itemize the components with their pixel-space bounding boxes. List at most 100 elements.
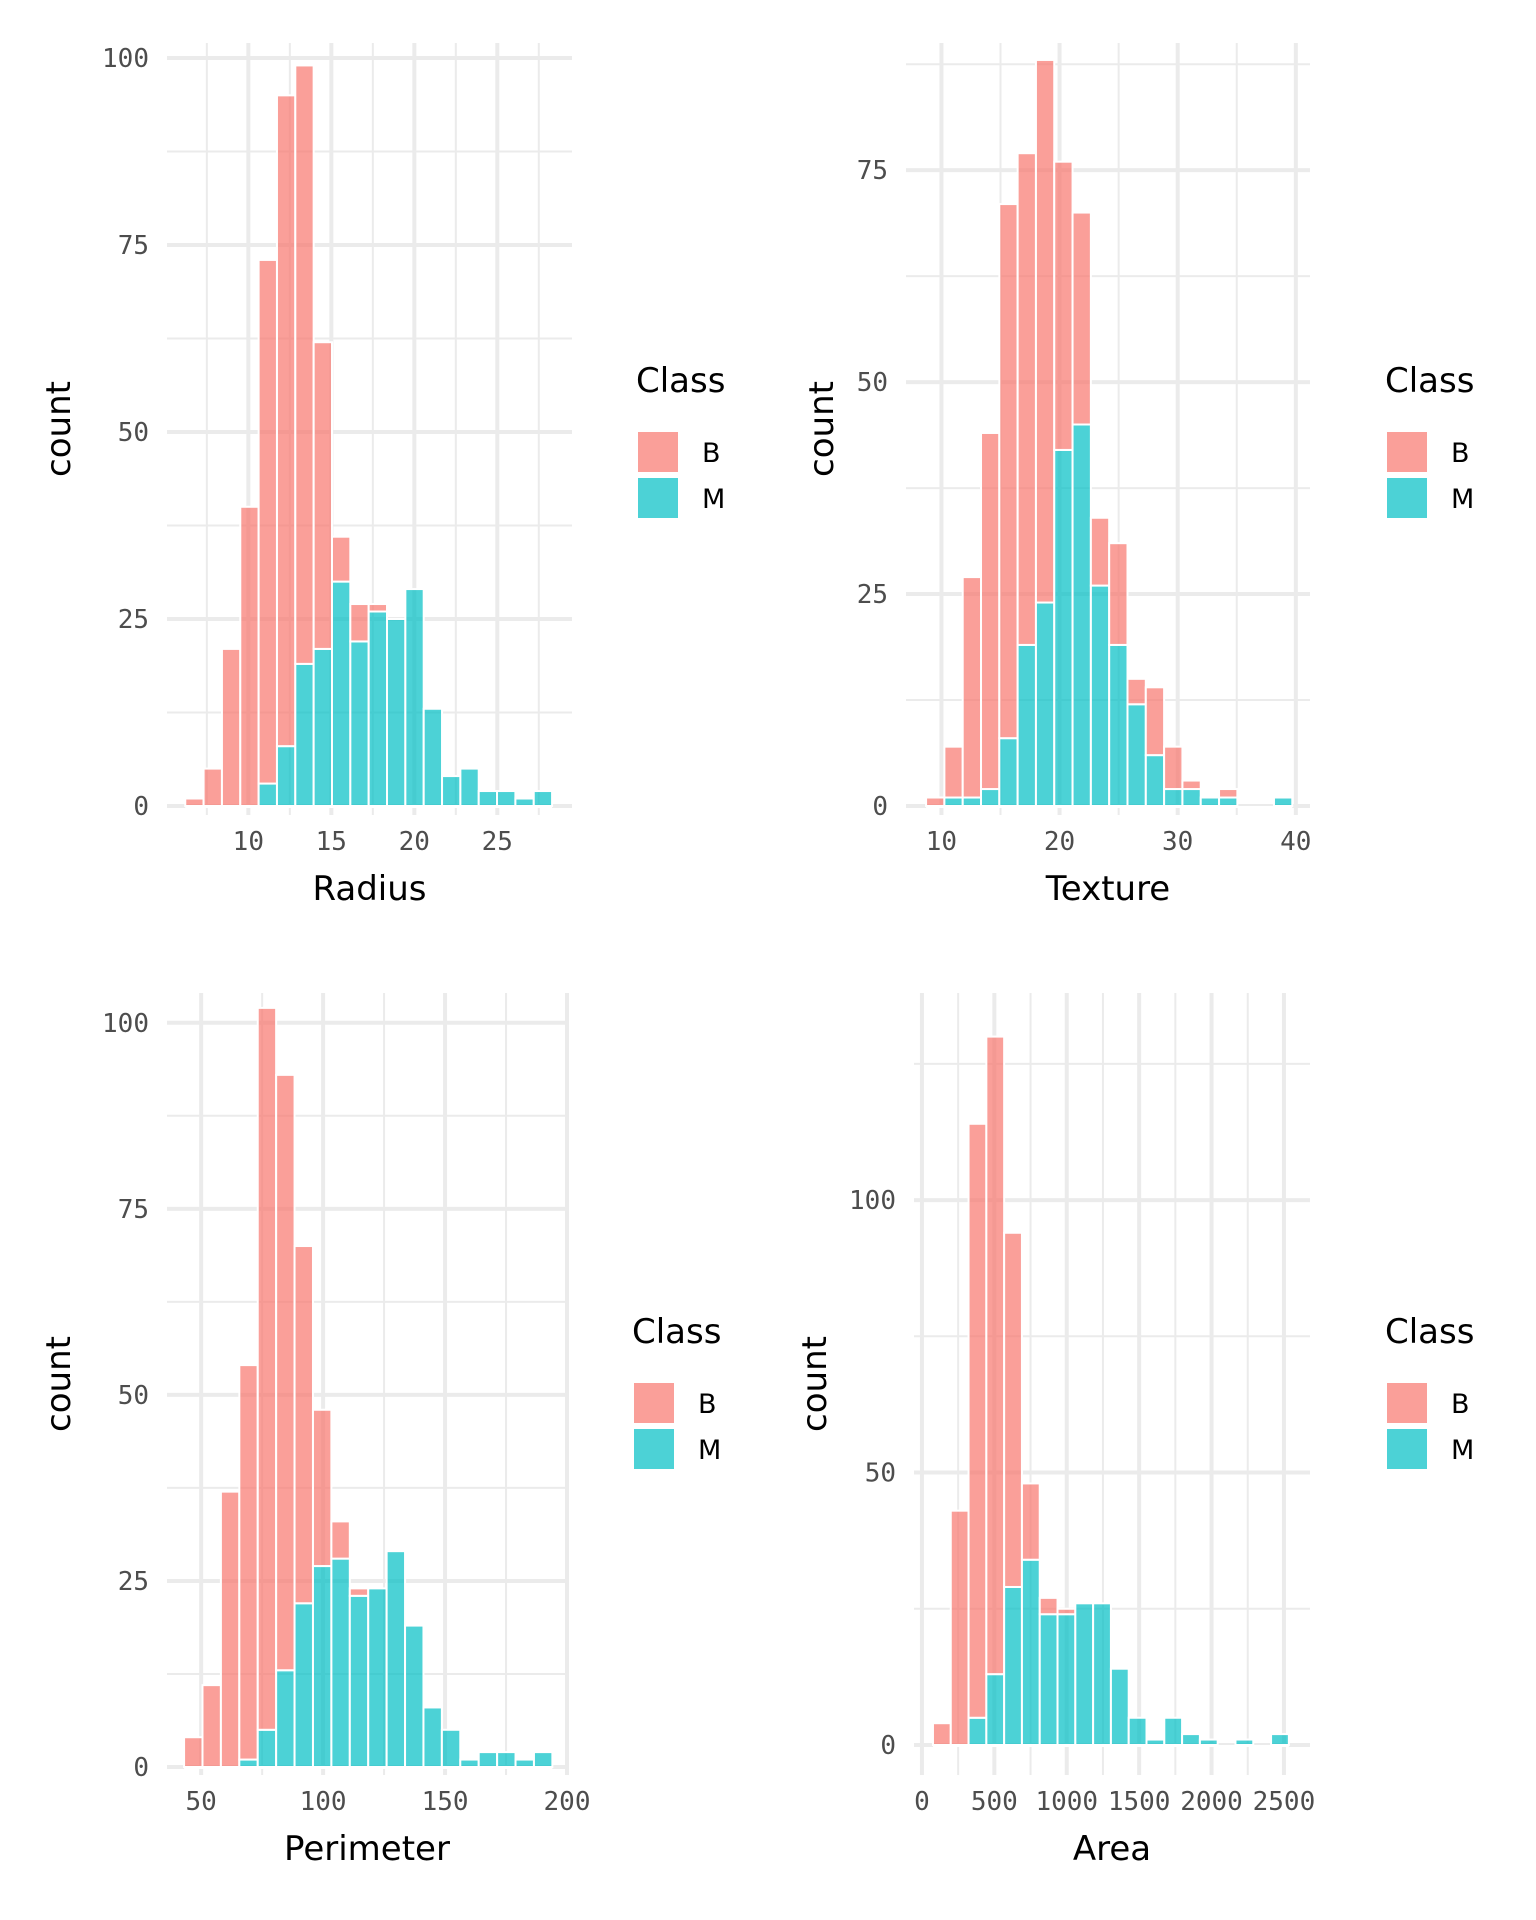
y-tick-label: 25	[857, 580, 888, 610]
bar-b	[949, 1509, 970, 1746]
bar-b	[1020, 1482, 1041, 1561]
x-tick-label: 500	[971, 1787, 1018, 1817]
x-tick-label: 25	[482, 827, 513, 857]
bar-m	[294, 662, 315, 808]
legend-label-b: B	[1451, 438, 1470, 469]
y-tick-label: 25	[118, 1567, 149, 1597]
bar-m	[1092, 1602, 1112, 1746]
y-axis-title: count	[802, 381, 842, 477]
bar-m	[459, 1758, 480, 1769]
bar-m	[1074, 1602, 1095, 1746]
bar-m	[404, 588, 425, 807]
bar-m	[348, 1594, 370, 1768]
x-tick-label: 15	[316, 827, 347, 857]
bar-b	[275, 94, 297, 748]
x-tick-label: 40	[1280, 827, 1311, 857]
bars	[184, 64, 554, 808]
legend-swatch-b	[1387, 1383, 1427, 1423]
bar-b	[961, 576, 983, 799]
legend-label-m: M	[702, 484, 725, 515]
bar-m	[1109, 1667, 1130, 1747]
x-tick-label: 1500	[1108, 1787, 1171, 1817]
legend-title: Class	[1385, 361, 1474, 401]
y-tick-label: 50	[857, 368, 888, 398]
bar-b	[1016, 152, 1037, 646]
bar-m	[1053, 448, 1074, 807]
bar-m	[998, 737, 1019, 808]
bar-b	[1038, 1596, 1059, 1616]
legend: Class BM	[636, 361, 725, 518]
bar-m	[1126, 703, 1147, 807]
bar-m	[514, 797, 535, 807]
bar-m	[1038, 1613, 1059, 1747]
bar-b	[1056, 1607, 1077, 1616]
legend: Class BM	[1385, 1312, 1474, 1469]
bar-b	[1034, 58, 1056, 604]
bar-m	[980, 788, 1001, 807]
bar-m	[1003, 1585, 1023, 1747]
legend-swatch-m	[1387, 1429, 1427, 1469]
x-tick-label: 20	[399, 827, 430, 857]
x-tick-label: 2500	[1253, 1787, 1316, 1817]
y-tick-label: 0	[880, 1731, 896, 1761]
bar-m	[330, 580, 352, 808]
bar-m	[1108, 643, 1129, 808]
x-tick-label: 50	[185, 1787, 216, 1817]
bar-m	[1270, 1733, 1290, 1746]
x-tick-label: 10	[926, 827, 957, 857]
tick-labels: 50 100 150 200 0 25 50 75 100	[102, 1009, 590, 1817]
bar-m	[1163, 1716, 1184, 1747]
y-axis-title: count	[39, 381, 79, 477]
x-tick-label: 1000	[1035, 1787, 1098, 1817]
legend-swatch-m	[638, 478, 678, 518]
bar-m	[1145, 1738, 1166, 1747]
y-tick-label: 75	[857, 156, 888, 186]
bar-b	[1053, 160, 1074, 451]
bar-m	[1016, 643, 1037, 808]
x-axis-title: Radius	[312, 869, 426, 909]
panel-texture: 10 20 30 40 0 25 50 75 Texture count Class BM	[802, 43, 1474, 909]
bar-b	[349, 603, 370, 643]
bar-m	[1234, 1738, 1255, 1747]
bar-b	[931, 1722, 952, 1746]
bar-m	[459, 767, 480, 807]
bar-m	[256, 1728, 278, 1768]
bar-b	[219, 1490, 241, 1769]
x-tick-label: 150	[422, 1787, 469, 1817]
legend-label-m: M	[1451, 1435, 1474, 1466]
bar-b	[967, 1122, 988, 1719]
bar-m	[1198, 1738, 1219, 1747]
y-tick-label: 50	[118, 1381, 149, 1411]
bar-b	[330, 1520, 351, 1560]
y-tick-label: 50	[865, 1459, 896, 1489]
legend-swatch-m	[1387, 478, 1427, 518]
bar-m	[477, 1751, 499, 1768]
bar-b	[1071, 211, 1092, 426]
bar-b	[1144, 686, 1166, 757]
bar-m	[1272, 796, 1294, 807]
legend: Class BM	[632, 1312, 721, 1469]
bar-m	[496, 790, 517, 808]
bar-b	[998, 203, 1019, 740]
bar-m	[961, 796, 983, 807]
y-tick-label: 100	[102, 44, 149, 74]
bar-m	[477, 790, 499, 808]
bars	[931, 1035, 1290, 1747]
bar-m	[1056, 1613, 1077, 1747]
x-tick-label: 10	[233, 827, 264, 857]
y-tick-label: 75	[118, 231, 149, 261]
bar-m	[967, 1716, 988, 1747]
bar-m	[1163, 788, 1184, 807]
bar-m	[238, 1758, 259, 1769]
bar-b	[943, 745, 964, 799]
bar-b	[1181, 779, 1202, 791]
legend-swatch-b	[634, 1383, 674, 1423]
legend-label-b: B	[1451, 1389, 1470, 1420]
bar-b	[257, 258, 278, 785]
x-tick-label: 0	[914, 1787, 930, 1817]
bar-b	[256, 1006, 278, 1731]
bar-m	[422, 1706, 443, 1769]
y-tick-label: 100	[102, 1009, 149, 1039]
x-tick-label: 200	[544, 1787, 591, 1817]
bar-b	[1003, 1231, 1023, 1588]
